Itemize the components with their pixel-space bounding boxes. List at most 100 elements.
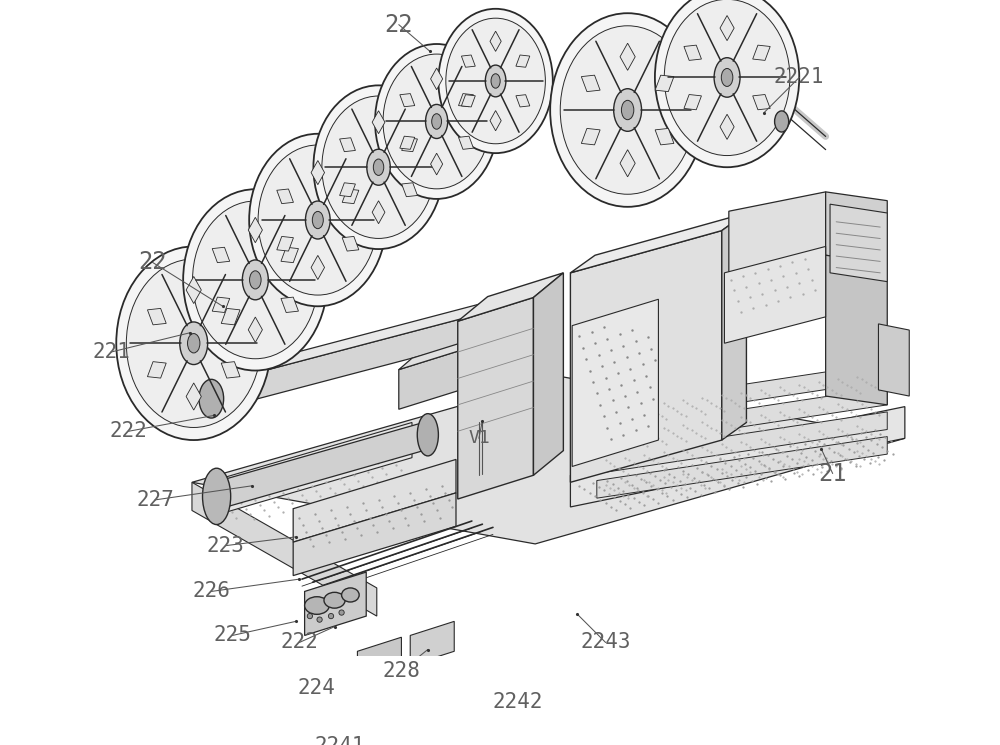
Ellipse shape xyxy=(417,413,438,456)
Polygon shape xyxy=(281,297,298,312)
Ellipse shape xyxy=(621,101,634,120)
Polygon shape xyxy=(221,308,240,325)
Polygon shape xyxy=(753,95,770,110)
Ellipse shape xyxy=(375,44,498,199)
Ellipse shape xyxy=(614,89,642,131)
Polygon shape xyxy=(458,297,533,499)
Polygon shape xyxy=(597,412,887,474)
Polygon shape xyxy=(570,231,722,482)
Ellipse shape xyxy=(560,26,695,194)
Ellipse shape xyxy=(305,201,330,239)
Ellipse shape xyxy=(714,57,740,97)
Polygon shape xyxy=(399,336,482,370)
Ellipse shape xyxy=(367,149,390,186)
Ellipse shape xyxy=(775,111,789,132)
Ellipse shape xyxy=(250,271,261,289)
Ellipse shape xyxy=(432,114,442,129)
Text: 222: 222 xyxy=(110,421,148,441)
Polygon shape xyxy=(402,183,417,197)
Ellipse shape xyxy=(491,74,500,88)
Polygon shape xyxy=(342,236,359,251)
Text: 223: 223 xyxy=(206,536,244,556)
Ellipse shape xyxy=(550,13,705,207)
Ellipse shape xyxy=(180,322,208,364)
Ellipse shape xyxy=(199,379,224,418)
Polygon shape xyxy=(342,189,359,203)
Polygon shape xyxy=(208,422,412,518)
Ellipse shape xyxy=(116,247,271,440)
Ellipse shape xyxy=(324,592,345,608)
Text: 2243: 2243 xyxy=(580,633,631,653)
Polygon shape xyxy=(724,247,826,343)
Polygon shape xyxy=(311,256,325,279)
Polygon shape xyxy=(186,276,201,303)
Polygon shape xyxy=(340,138,355,152)
Polygon shape xyxy=(597,363,887,424)
Ellipse shape xyxy=(317,617,322,622)
Text: 22: 22 xyxy=(138,250,167,274)
Polygon shape xyxy=(826,192,887,264)
Polygon shape xyxy=(490,31,501,51)
Text: 225: 225 xyxy=(214,626,251,645)
Ellipse shape xyxy=(305,597,329,615)
Ellipse shape xyxy=(721,69,733,86)
Polygon shape xyxy=(516,95,530,107)
Polygon shape xyxy=(340,183,355,197)
Polygon shape xyxy=(147,308,166,325)
Polygon shape xyxy=(458,273,563,321)
Polygon shape xyxy=(720,114,734,139)
Polygon shape xyxy=(277,236,293,251)
Ellipse shape xyxy=(203,468,231,524)
Polygon shape xyxy=(277,189,293,203)
Ellipse shape xyxy=(328,613,334,619)
Text: V1: V1 xyxy=(468,429,490,447)
Polygon shape xyxy=(655,128,674,145)
Polygon shape xyxy=(221,361,240,378)
Polygon shape xyxy=(533,273,563,475)
Polygon shape xyxy=(597,437,887,498)
Polygon shape xyxy=(581,75,600,92)
Polygon shape xyxy=(372,111,385,133)
Polygon shape xyxy=(655,75,674,92)
Text: 228: 228 xyxy=(382,661,420,681)
Ellipse shape xyxy=(126,259,261,428)
Polygon shape xyxy=(461,55,475,67)
Text: 21: 21 xyxy=(818,461,847,486)
Polygon shape xyxy=(722,213,746,440)
Polygon shape xyxy=(459,94,473,107)
Ellipse shape xyxy=(307,613,313,619)
Polygon shape xyxy=(293,460,456,542)
Polygon shape xyxy=(620,150,635,177)
Polygon shape xyxy=(192,482,377,616)
Ellipse shape xyxy=(322,96,435,238)
Polygon shape xyxy=(281,247,298,263)
Polygon shape xyxy=(684,45,701,60)
Polygon shape xyxy=(684,95,701,110)
Polygon shape xyxy=(826,256,887,405)
Polygon shape xyxy=(410,621,454,665)
Ellipse shape xyxy=(446,18,545,144)
Text: 2221: 2221 xyxy=(774,68,824,87)
Polygon shape xyxy=(753,45,770,60)
Ellipse shape xyxy=(485,65,506,97)
Ellipse shape xyxy=(193,201,318,359)
Polygon shape xyxy=(431,68,443,89)
Polygon shape xyxy=(248,218,262,243)
Polygon shape xyxy=(620,43,635,70)
Polygon shape xyxy=(399,348,469,409)
Text: 222: 222 xyxy=(280,633,318,653)
Text: 2241: 2241 xyxy=(315,736,365,745)
Polygon shape xyxy=(305,572,366,635)
Text: 2242: 2242 xyxy=(492,692,543,712)
Polygon shape xyxy=(572,299,658,466)
Polygon shape xyxy=(461,95,475,107)
Text: 226: 226 xyxy=(192,581,230,601)
Ellipse shape xyxy=(373,159,384,175)
Ellipse shape xyxy=(438,9,553,153)
Ellipse shape xyxy=(426,104,448,139)
Text: 221: 221 xyxy=(92,342,130,362)
Polygon shape xyxy=(729,192,826,275)
Polygon shape xyxy=(293,493,456,576)
Polygon shape xyxy=(208,306,509,412)
Polygon shape xyxy=(431,153,443,175)
